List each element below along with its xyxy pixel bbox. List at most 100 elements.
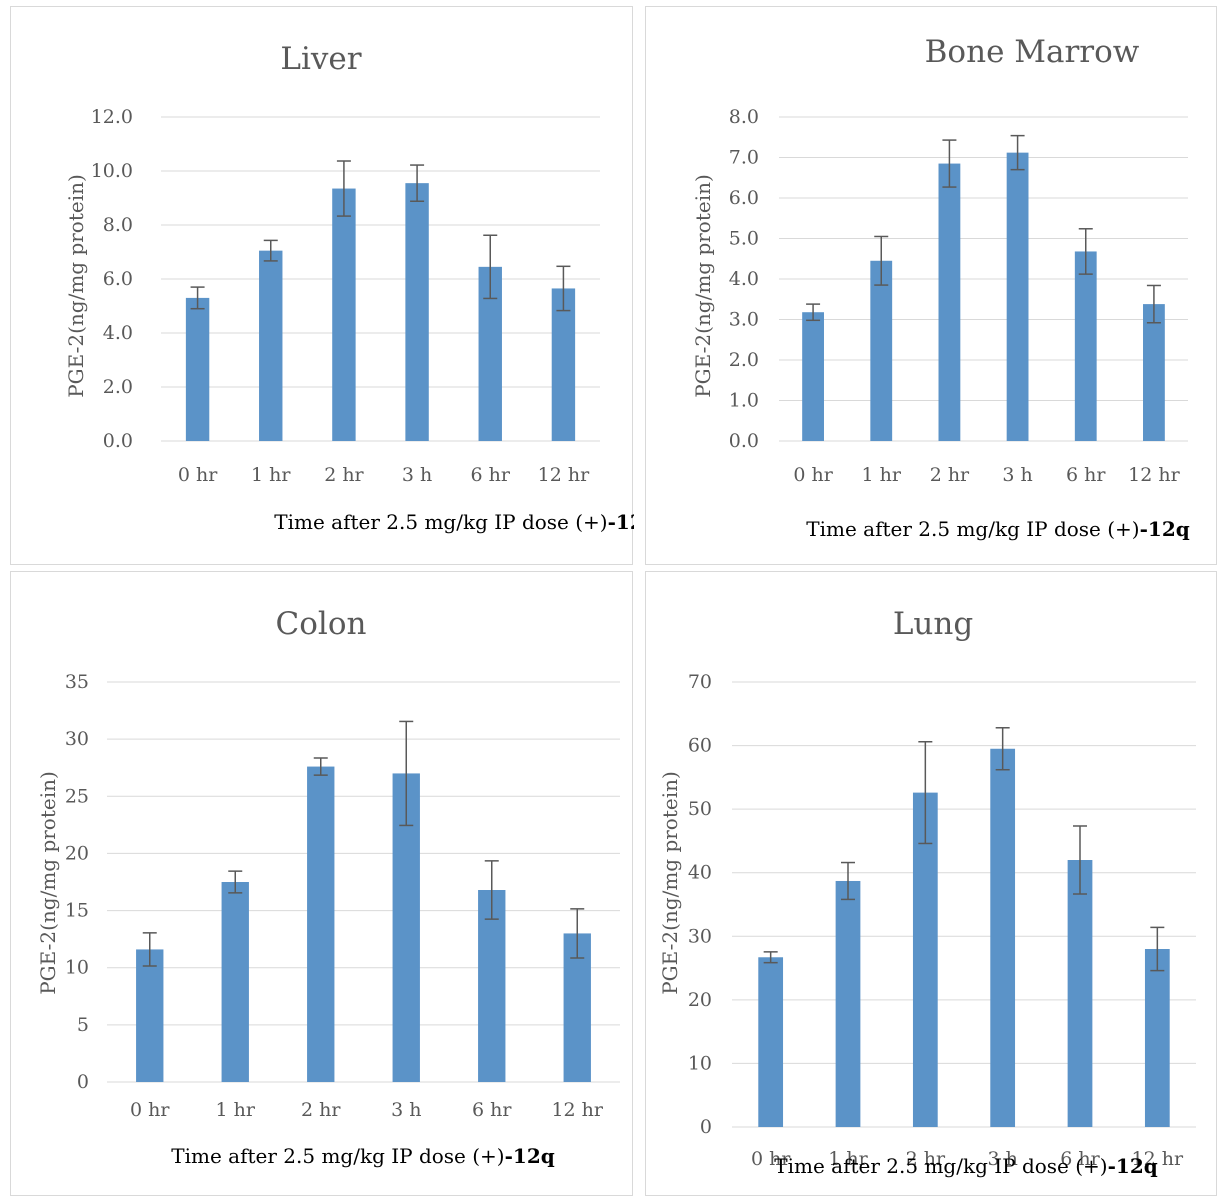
bar (551, 288, 576, 441)
colon-chart-panel: Colon PGE-2(ng/mg protein) 0 5 10 15 20 25 30 3… (10, 571, 633, 1196)
bar (870, 260, 893, 441)
x-tick-label: 12 hr (538, 464, 590, 486)
y-tick-label: 10.0 (91, 160, 133, 182)
plot-area: 0.0 2.0 4.0 6.0 8.0 10.0 12.0 0 hr 1 hr 2 hr 3 h 6 … (91, 106, 600, 486)
x-axis-label: Time after 2.5 mg/kg IP dose (+)-12q (171, 1144, 554, 1168)
x-axis-label-text: Time after 2.5 mg/kg IP dose (+) (274, 510, 607, 534)
x-tick-label: 1 hr (216, 1099, 256, 1121)
y-tick-label: 4.0 (729, 268, 759, 290)
bar (758, 957, 784, 1127)
x-tick-label: 0 hr (178, 464, 218, 486)
x-tick-label: 2 hr (301, 1099, 341, 1121)
bar (990, 748, 1016, 1127)
plot-area: 0.0 1.0 2.0 3.0 4.0 5.0 6.0 7.0 8.0 0 hr 1 hr 2 hr 3… (729, 106, 1188, 486)
x-tick-label: 6 hr (1066, 464, 1106, 486)
x-tick-label: 2 hr (906, 1148, 946, 1170)
y-axis-label: PGE-2(ng/mg protein) (64, 174, 88, 398)
bar (1074, 251, 1097, 441)
x-axis-label-compound: -12q (1108, 1154, 1158, 1178)
liver-chart-panel: Liver PGE-2(ng/mg protein) 0.0 2.0 4.0 6.0 8… (10, 6, 634, 565)
bar (221, 882, 249, 1082)
y-axis-label: PGE-2(ng/mg protein) (658, 771, 682, 995)
bar (1143, 304, 1165, 441)
y-tick-label: 15 (65, 900, 89, 922)
x-tick-label: 1 hr (828, 1148, 868, 1170)
x-tick-label: 1 hr (862, 464, 902, 486)
x-axis-label: Time after 2.5 mg/kg IP dose (+)-12q (274, 510, 634, 534)
bar (405, 183, 429, 441)
y-tick-label: 30 (688, 925, 712, 947)
x-tick-label: 3 h (987, 1148, 1017, 1170)
y-tick-label: 20 (688, 989, 712, 1011)
bar (185, 297, 210, 441)
bar (1067, 860, 1093, 1127)
chart-title: Colon (276, 606, 367, 642)
chart-title: Liver (280, 41, 361, 77)
y-tick-label: 2.0 (729, 349, 759, 371)
bar (938, 163, 961, 441)
x-tick-label: 12 hr (1128, 464, 1180, 486)
x-tick-label: 0 hr (751, 1148, 791, 1170)
colon-chart: Colon PGE-2(ng/mg protein) 0 5 10 15 20 25 30 3… (36, 606, 620, 1168)
x-axis-label-text: Time after 2.5 mg/kg IP dose (+) (806, 517, 1139, 541)
y-tick-label: 50 (688, 798, 712, 820)
y-tick-label: 35 (65, 671, 89, 693)
y-tick-label: 1.0 (729, 390, 759, 412)
y-tick-label: 0 (77, 1071, 89, 1093)
x-tick-label: 2 hr (930, 464, 970, 486)
y-tick-label: 0.0 (729, 430, 759, 452)
x-tick-label: 3 h (391, 1099, 421, 1121)
chart-title: Bone Marrow (925, 34, 1140, 70)
x-tick-label: 2 hr (324, 464, 364, 486)
y-tick-label: 6.0 (729, 187, 759, 209)
y-tick-label: 5 (77, 1014, 89, 1036)
plot-area: 0 10 20 30 40 50 60 70 0 hr 1 hr 2 hr 3 h 6 hr 12 hr (688, 671, 1196, 1170)
x-tick-label: 0 hr (793, 464, 833, 486)
bar (802, 312, 824, 441)
x-tick-label: 3 h (402, 464, 432, 486)
y-tick-label: 8.0 (729, 106, 759, 128)
y-tick-label: 5.0 (729, 228, 759, 250)
y-tick-label: 60 (688, 735, 712, 757)
x-tick-label: 1 hr (251, 464, 291, 486)
x-axis-label-compound: -12q (608, 510, 634, 534)
bar (1006, 152, 1029, 441)
x-tick-label: 0 hr (130, 1099, 170, 1121)
y-tick-label: 10 (688, 1052, 712, 1074)
y-tick-label: 3.0 (729, 309, 759, 331)
y-tick-label: 8.0 (103, 214, 133, 236)
bone-marrow-chart: Bone Marrow PGE-2(ng/mg protein) 0.0 1.0 2… (691, 34, 1190, 541)
chart-title: Lung (893, 606, 973, 642)
x-tick-label: 6 hr (471, 464, 511, 486)
x-tick-label: 3 h (1002, 464, 1032, 486)
plot-area: 0 5 10 15 20 25 30 35 0 hr 1 hr 2 hr 3 h 6 hr 12 hr (65, 671, 620, 1121)
x-tick-label: 6 hr (472, 1099, 512, 1121)
lung-chart-panel: Lung PGE-2(ng/mg protein) 0 10 20 30 40 50 60 7… (645, 571, 1217, 1196)
y-tick-label: 12.0 (91, 106, 133, 128)
y-tick-label: 7.0 (729, 147, 759, 169)
x-tick-label: 12 hr (551, 1099, 603, 1121)
x-axis-label: Time after 2.5 mg/kg IP dose (+)-12q (774, 1154, 1157, 1178)
bar (136, 949, 164, 1082)
bar (478, 890, 506, 1082)
x-tick-label: 12 hr (1132, 1148, 1184, 1170)
y-tick-label: 0 (700, 1116, 712, 1138)
bar (835, 880, 861, 1127)
y-tick-label: 70 (688, 671, 712, 693)
x-tick-label: 6 hr (1060, 1148, 1100, 1170)
y-axis-label: PGE-2(ng/mg protein) (691, 174, 715, 398)
bone-marrow-chart-panel: Bone Marrow PGE-2(ng/mg protein) 0.0 1.0 2… (645, 6, 1217, 565)
liver-chart: Liver PGE-2(ng/mg protein) 0.0 2.0 4.0 6.0 8… (64, 41, 634, 534)
bar (912, 792, 938, 1127)
lung-chart: Lung PGE-2(ng/mg protein) 0 10 20 30 40 50 60 7… (658, 606, 1196, 1178)
y-tick-label: 6.0 (103, 268, 133, 290)
y-tick-label: 25 (65, 785, 89, 807)
x-axis-label-text: Time after 2.5 mg/kg IP dose (+) (774, 1154, 1107, 1178)
y-tick-label: 20 (65, 842, 89, 864)
y-tick-label: 10 (65, 957, 89, 979)
bar (1144, 949, 1170, 1127)
y-tick-label: 4.0 (103, 322, 133, 344)
bar (307, 766, 335, 1082)
y-tick-label: 0.0 (103, 430, 133, 452)
y-tick-label: 2.0 (103, 376, 133, 398)
